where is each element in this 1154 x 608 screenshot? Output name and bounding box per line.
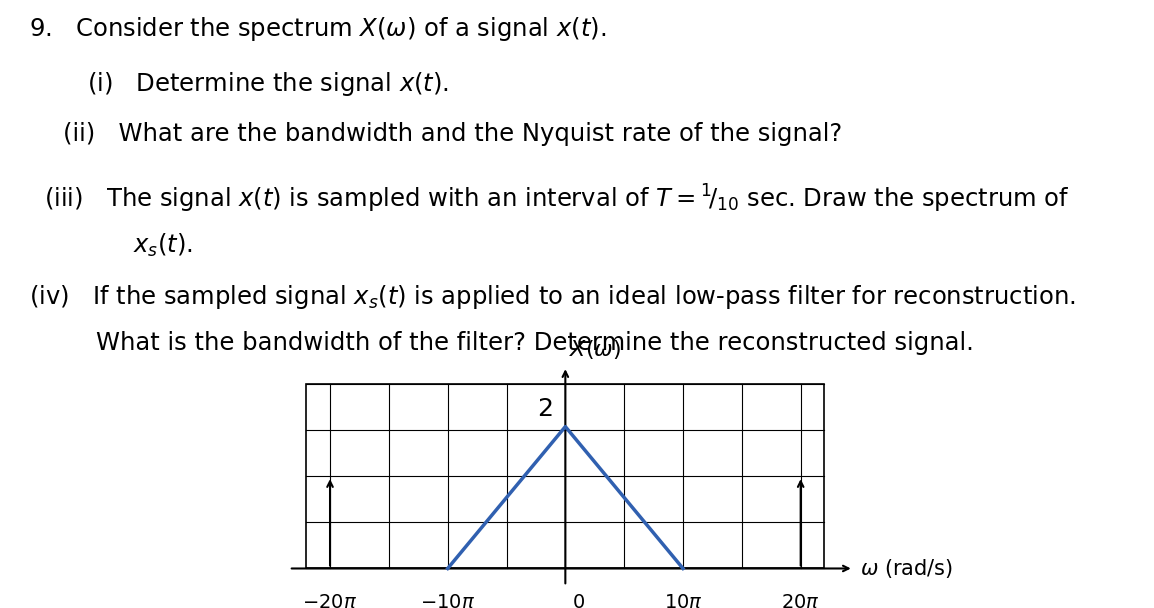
Text: $X(\omega)$: $X(\omega)$ — [569, 339, 621, 361]
Text: $20\pi$: $20\pi$ — [781, 593, 820, 608]
Text: What is the bandwidth of the filter? Determine the reconstructed signal.: What is the bandwidth of the filter? Det… — [96, 331, 974, 355]
Text: $\omega$ (rad/s): $\omega$ (rad/s) — [860, 557, 953, 580]
Text: 9.   Consider the spectrum $X(\omega)$ of a signal $x(t)$.: 9. Consider the spectrum $X(\omega)$ of … — [29, 15, 606, 43]
Text: (iii)   The signal $x(t)$ is sampled with an interval of $T = {}^{1}\!/_{10}$ se: (iii) The signal $x(t)$ is sampled with … — [44, 182, 1070, 215]
Bar — [307, 384, 824, 568]
Text: $-10\pi$: $-10\pi$ — [420, 593, 475, 608]
Text: (i)   Determine the signal $x(t)$.: (i) Determine the signal $x(t)$. — [87, 70, 449, 98]
Text: 2: 2 — [538, 397, 554, 421]
Text: (ii)   What are the bandwidth and the Nyquist rate of the signal?: (ii) What are the bandwidth and the Nyqu… — [63, 122, 842, 145]
Text: $0$: $0$ — [572, 593, 585, 608]
Text: $x_s(t)$.: $x_s(t)$. — [133, 232, 193, 260]
Text: (iv)   If the sampled signal $x_s(t)$ is applied to an ideal low-pass filter for: (iv) If the sampled signal $x_s(t)$ is a… — [29, 283, 1076, 311]
Text: $10\pi$: $10\pi$ — [664, 593, 703, 608]
Text: $-20\pi$: $-20\pi$ — [302, 593, 358, 608]
